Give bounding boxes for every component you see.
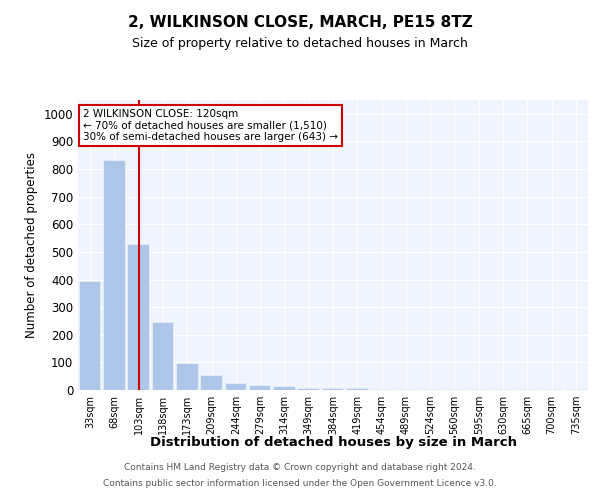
Y-axis label: Number of detached properties: Number of detached properties: [25, 152, 38, 338]
Bar: [104, 161, 125, 390]
Bar: [298, 388, 319, 390]
Bar: [201, 376, 222, 390]
Text: Size of property relative to detached houses in March: Size of property relative to detached ho…: [132, 38, 468, 51]
Text: 2 WILKINSON CLOSE: 120sqm
← 70% of detached houses are smaller (1,510)
30% of se: 2 WILKINSON CLOSE: 120sqm ← 70% of detac…: [83, 108, 338, 142]
Text: Contains public sector information licensed under the Open Government Licence v3: Contains public sector information licen…: [103, 478, 497, 488]
Bar: [274, 387, 295, 390]
Bar: [323, 388, 343, 390]
Bar: [152, 323, 173, 390]
Text: 2, WILKINSON CLOSE, MARCH, PE15 8TZ: 2, WILKINSON CLOSE, MARCH, PE15 8TZ: [128, 15, 472, 30]
Bar: [128, 245, 149, 390]
Bar: [347, 388, 368, 390]
Text: Distribution of detached houses by size in March: Distribution of detached houses by size …: [149, 436, 517, 449]
Bar: [226, 384, 246, 390]
Text: Contains HM Land Registry data © Crown copyright and database right 2024.: Contains HM Land Registry data © Crown c…: [124, 464, 476, 472]
Bar: [80, 282, 100, 390]
Bar: [250, 386, 271, 390]
Bar: [177, 364, 197, 390]
